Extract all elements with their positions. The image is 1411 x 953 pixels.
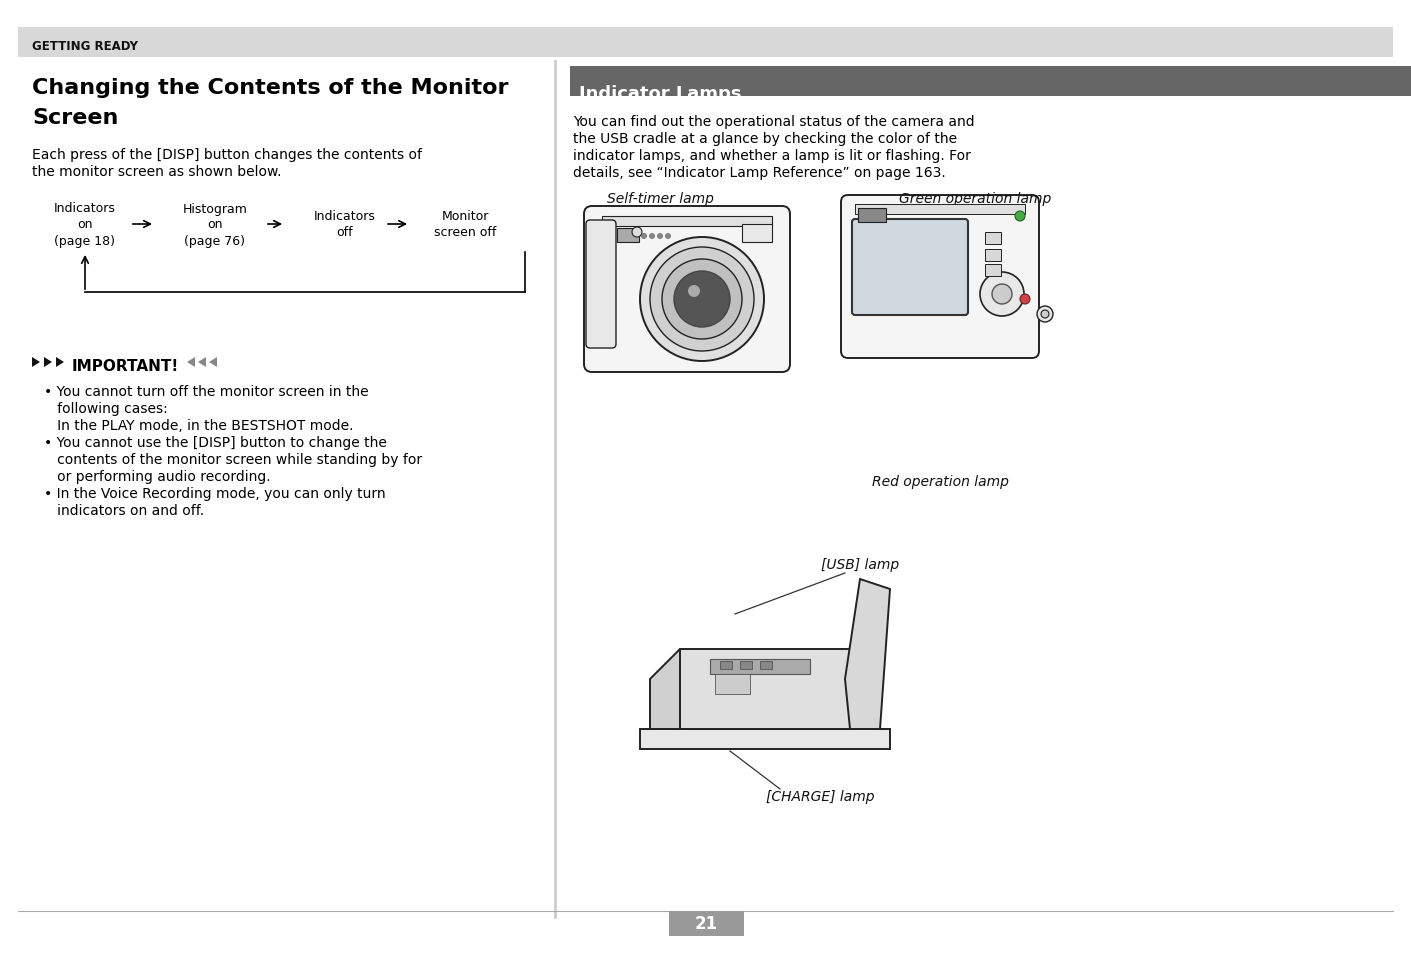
Circle shape <box>658 234 663 239</box>
Polygon shape <box>650 649 680 729</box>
Text: Red operation lamp: Red operation lamp <box>872 475 1009 489</box>
FancyBboxPatch shape <box>586 221 617 349</box>
Text: on: on <box>78 218 93 232</box>
FancyBboxPatch shape <box>584 207 790 373</box>
Polygon shape <box>641 729 890 749</box>
Text: screen off: screen off <box>433 226 497 239</box>
Circle shape <box>632 228 642 237</box>
Circle shape <box>641 237 763 361</box>
Circle shape <box>1020 294 1030 305</box>
Polygon shape <box>710 659 810 675</box>
Text: contents of the monitor screen while standing by for: contents of the monitor screen while sta… <box>44 453 422 467</box>
Text: IMPORTANT!: IMPORTANT! <box>72 358 179 374</box>
Text: [USB] lamp: [USB] lamp <box>821 558 899 572</box>
Text: Self-timer lamp: Self-timer lamp <box>607 192 714 206</box>
Circle shape <box>649 234 655 239</box>
Text: or performing audio recording.: or performing audio recording. <box>44 470 271 483</box>
Text: Screen: Screen <box>32 108 119 128</box>
Bar <box>858 209 886 223</box>
Text: Indicator Lamps: Indicator Lamps <box>579 85 742 103</box>
Circle shape <box>666 234 670 239</box>
Bar <box>985 265 1000 276</box>
Bar <box>720 661 732 669</box>
Text: indicator lamps, and whether a lamp is lit or flashing. For: indicator lamps, and whether a lamp is l… <box>573 149 971 163</box>
Text: 21: 21 <box>694 914 718 932</box>
Polygon shape <box>209 357 217 368</box>
Circle shape <box>662 260 742 339</box>
Bar <box>742 225 772 243</box>
Bar <box>669 911 744 936</box>
Text: In the PLAY mode, in the BESTSHOT mode.: In the PLAY mode, in the BESTSHOT mode. <box>44 418 354 433</box>
Text: (page 76): (page 76) <box>185 234 246 247</box>
Text: Monitor: Monitor <box>442 211 488 223</box>
Circle shape <box>981 273 1024 316</box>
Polygon shape <box>650 649 880 729</box>
Text: indicators on and off.: indicators on and off. <box>44 503 205 517</box>
Text: Each press of the [DISP] button changes the contents of: Each press of the [DISP] button changes … <box>32 148 422 162</box>
Bar <box>602 216 772 227</box>
Bar <box>617 229 639 243</box>
Text: GETTING READY: GETTING READY <box>32 40 138 53</box>
Text: Indicators: Indicators <box>54 202 116 215</box>
Bar <box>739 661 752 669</box>
Polygon shape <box>188 357 195 368</box>
Bar <box>18 28 1393 58</box>
Bar <box>715 675 751 695</box>
Polygon shape <box>32 357 40 368</box>
Text: Histogram: Histogram <box>182 202 247 215</box>
Circle shape <box>992 285 1012 305</box>
Text: (page 18): (page 18) <box>55 234 116 247</box>
Polygon shape <box>56 357 63 368</box>
Circle shape <box>642 234 646 239</box>
Circle shape <box>1037 307 1053 323</box>
Text: the USB cradle at a glance by checking the color of the: the USB cradle at a glance by checking t… <box>573 132 957 146</box>
Polygon shape <box>44 357 52 368</box>
Text: Changing the Contents of the Monitor: Changing the Contents of the Monitor <box>32 78 508 98</box>
Bar <box>570 67 1411 97</box>
Text: the monitor screen as shown below.: the monitor screen as shown below. <box>32 165 282 179</box>
FancyBboxPatch shape <box>841 195 1038 358</box>
Bar <box>985 250 1000 262</box>
Text: following cases:: following cases: <box>44 401 168 416</box>
Circle shape <box>650 248 753 352</box>
Polygon shape <box>198 357 206 368</box>
Circle shape <box>1015 212 1024 222</box>
Text: • In the Voice Recording mode, you can only turn: • In the Voice Recording mode, you can o… <box>44 486 385 500</box>
Text: [CHARGE] lamp: [CHARGE] lamp <box>766 789 875 803</box>
Text: You can find out the operational status of the camera and: You can find out the operational status … <box>573 115 975 129</box>
Text: on: on <box>207 218 223 232</box>
Text: off: off <box>337 226 353 239</box>
FancyBboxPatch shape <box>852 220 968 315</box>
Circle shape <box>1041 311 1048 318</box>
Bar <box>985 233 1000 245</box>
Bar <box>761 661 772 669</box>
Text: • You cannot use the [DISP] button to change the: • You cannot use the [DISP] button to ch… <box>44 436 387 450</box>
Text: details, see “Indicator Lamp Reference” on page 163.: details, see “Indicator Lamp Reference” … <box>573 166 945 180</box>
Bar <box>855 205 1024 214</box>
Text: Indicators: Indicators <box>315 211 375 223</box>
Text: Green operation lamp: Green operation lamp <box>899 192 1051 206</box>
Text: • You cannot turn off the monitor screen in the: • You cannot turn off the monitor screen… <box>44 385 368 398</box>
Circle shape <box>674 272 729 328</box>
Circle shape <box>689 286 700 297</box>
Polygon shape <box>845 579 890 729</box>
